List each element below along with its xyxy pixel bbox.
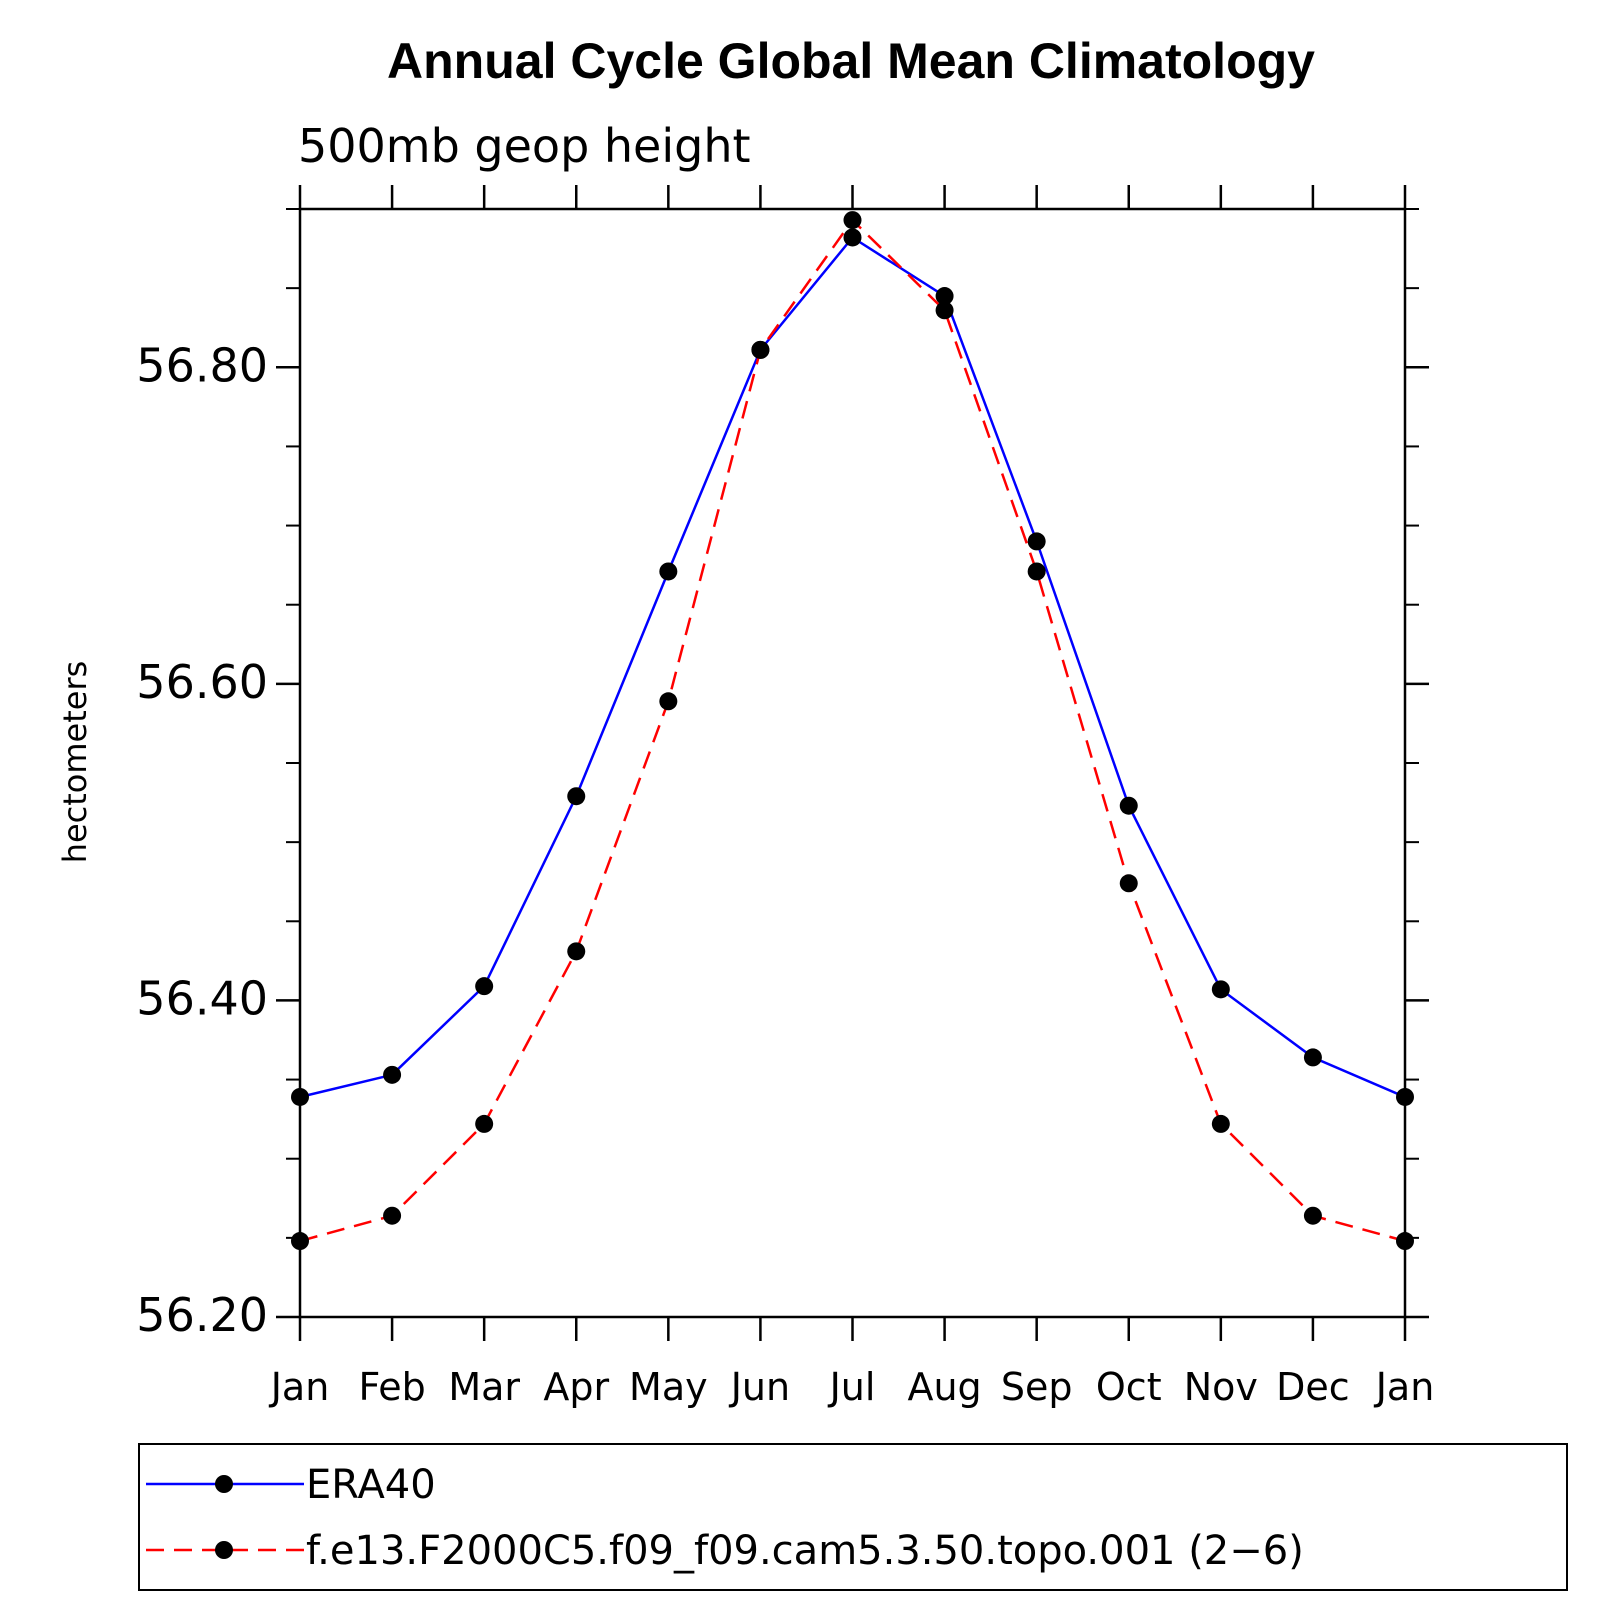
data-point	[1027, 532, 1046, 551]
y-tick-label: 56.20	[136, 1288, 268, 1342]
data-point	[567, 787, 586, 806]
y-tick-label: 56.40	[136, 971, 268, 1025]
data-point	[1027, 562, 1046, 581]
data-point	[475, 977, 494, 996]
data-point	[935, 301, 954, 320]
data-point	[383, 1065, 402, 1084]
data-point	[843, 228, 862, 247]
data-point	[1119, 874, 1138, 893]
x-tick-label: Jul	[828, 1365, 876, 1409]
data-point	[383, 1206, 402, 1225]
data-point	[567, 942, 586, 961]
y-tick-labels: 56.20 56.40 56.60 56.80	[136, 338, 268, 1342]
chart-subtitle: 500mb geop height	[298, 119, 751, 173]
data-point	[1396, 1087, 1414, 1106]
legend-items: ERA40 f.e13.F2000C5.f09_f09.cam5.3.50.top…	[146, 1462, 1304, 1574]
y-tick-label: 56.80	[136, 338, 268, 392]
chart-title: Annual Cycle Global Mean Climatology	[387, 33, 1315, 89]
legend-marker-2	[215, 1541, 233, 1559]
x-tick-label: Mar	[448, 1365, 520, 1409]
series-group	[291, 211, 1414, 1251]
x-tick-label: May	[629, 1365, 708, 1409]
axis-ticks	[276, 185, 1429, 1341]
data-point	[475, 1114, 494, 1133]
data-point	[1119, 796, 1138, 815]
data-point	[751, 340, 770, 359]
data-point	[1303, 1206, 1322, 1225]
y-axis-label: hectometers	[56, 661, 94, 864]
x-tick-label: Apr	[543, 1365, 609, 1409]
x-tick-label: Jan	[269, 1365, 330, 1409]
series-line-1	[299, 235, 1406, 1099]
series-2	[291, 211, 1414, 1251]
legend-label-1: ERA40	[306, 1462, 436, 1508]
data-point	[843, 211, 862, 230]
x-tick-label: Feb	[358, 1365, 425, 1409]
legend-marker-1	[215, 1475, 233, 1493]
data-point	[659, 692, 678, 711]
legend-box	[138, 1443, 1568, 1591]
data-point	[291, 1087, 309, 1106]
series-line-2	[299, 218, 1406, 1243]
x-tick-label: Nov	[1184, 1365, 1258, 1409]
x-tick-label: Sep	[1001, 1365, 1073, 1409]
data-point	[1396, 1232, 1414, 1251]
x-tick-label: Oct	[1096, 1365, 1162, 1409]
y-tick-label: 56.60	[136, 655, 268, 709]
x-tick-labels: Jan Feb Mar Apr May Jun Jul Aug Sep Oct Nov Dec Jan	[269, 1365, 1435, 1409]
legend-label-2: f.e13.F2000C5.f09_f09.cam5.3.50.topo.001…	[306, 1528, 1304, 1574]
data-point	[1211, 980, 1230, 999]
x-tick-label: Dec	[1276, 1365, 1350, 1409]
data-point	[291, 1232, 309, 1251]
series-1	[291, 228, 1414, 1106]
data-point	[1303, 1048, 1322, 1067]
x-tick-label: Jan	[1374, 1365, 1435, 1409]
data-point	[935, 287, 954, 306]
legend: ERA40 f.e13.F2000C5.f09_f09.cam5.3.50.top…	[138, 1443, 1568, 1591]
data-point	[1211, 1114, 1230, 1133]
plot-frame	[298, 207, 1407, 1319]
x-tick-label: Jun	[729, 1365, 790, 1409]
x-tick-label: Aug	[907, 1365, 981, 1409]
data-point	[659, 562, 678, 581]
